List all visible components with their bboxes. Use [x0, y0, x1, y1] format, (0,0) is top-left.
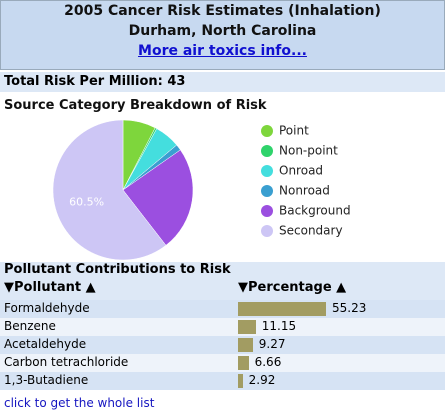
bar: [238, 356, 249, 370]
row-bg: [0, 372, 445, 390]
row-bg: [0, 336, 445, 354]
table-title: Pollutant Contributions to Risk: [4, 262, 231, 277]
row-bg: [0, 354, 445, 372]
footer-link[interactable]: click to get the whole list: [4, 396, 155, 410]
legend-swatch: [261, 125, 273, 137]
legend-swatch: [261, 205, 273, 217]
header: 2005 Cancer Risk Estimates (Inhalation) …: [0, 0, 445, 70]
legend-swatch: [261, 225, 273, 237]
total-risk: Total Risk Per Million: 43: [0, 72, 445, 92]
pollutant-name: Carbon tetrachloride: [4, 355, 129, 369]
column-header[interactable]: ▼Pollutant ▲: [4, 280, 96, 295]
pie-chart: 60.5% Point Non-point Onroad Nonroad Backgrou…: [52, 119, 351, 260]
bar: [238, 302, 326, 316]
legend-swatch: [261, 145, 273, 157]
pollutant-name: Acetaldehyde: [4, 337, 87, 351]
legend-label: Nonroad: [279, 184, 330, 198]
chart-title: Source Category Breakdown of Risk: [4, 98, 267, 113]
total-risk-label: Total Risk Per Million:: [4, 74, 163, 89]
header-location: Durham, North Carolina: [128, 23, 317, 39]
header-title: 2005 Cancer Risk Estimates (Inhalation): [64, 3, 381, 19]
column-header[interactable]: ▼Percentage ▲: [238, 280, 347, 295]
row-bg: [0, 300, 445, 318]
column-name: Pollutant: [14, 280, 82, 295]
pollutant-name: 1,3-Butadiene: [4, 373, 89, 387]
bar-value: 55.23: [332, 301, 367, 315]
row-bg: [0, 318, 445, 336]
legend-swatch: [261, 165, 273, 177]
legend-label: Onroad: [279, 164, 323, 178]
bar-value: 6.66: [254, 355, 282, 369]
bar: [238, 338, 253, 352]
pie-slice: [122, 149, 194, 246]
legend-label: Non-point: [279, 144, 338, 158]
legend-label: Point: [279, 124, 309, 138]
bar-value: 11.15: [261, 319, 297, 333]
header-link[interactable]: More air toxics info...: [138, 43, 307, 59]
legend-label: Background: [279, 204, 351, 218]
bar-value: 9.27: [258, 337, 286, 351]
legend-swatch: [261, 185, 273, 197]
total-risk-value: 43: [167, 74, 186, 89]
bar-value: 2.92: [248, 373, 276, 387]
pollutant-name: Formaldehyde: [4, 301, 90, 315]
bar: [238, 374, 243, 388]
legend-label: Secondary: [279, 224, 343, 238]
slice-label: 60.5%: [69, 195, 104, 208]
pie-slice: [52, 119, 167, 260]
pollutant-name: Benzene: [4, 319, 56, 333]
column-name: Percentage: [248, 280, 332, 295]
bar: [238, 320, 256, 334]
